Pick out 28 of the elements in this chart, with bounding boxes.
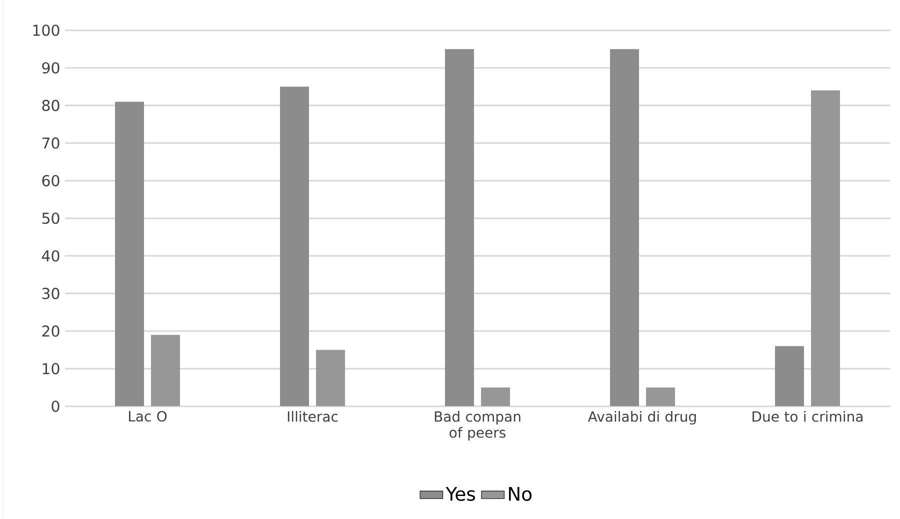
y-tick-label: 80 — [42, 100, 60, 112]
bar — [280, 86, 310, 407]
bar — [151, 335, 180, 407]
bar — [646, 388, 675, 407]
x-tick-label: Lac O — [129, 411, 167, 422]
y-tick-label: 10 — [42, 363, 60, 375]
bar — [811, 90, 840, 407]
bar — [316, 350, 345, 407]
bar — [445, 49, 474, 407]
y-tick-label: 40 — [42, 250, 60, 262]
x-tick-label: Bad compan of peers — [434, 411, 520, 441]
x-tick-label: Availabi di drug — [588, 411, 696, 425]
x-tick-label: Due to i crimina — [752, 411, 862, 422]
y-tick-label: 20 — [42, 326, 60, 337]
bar — [610, 49, 639, 407]
y-tick-label: 100 — [33, 24, 60, 36]
bar — [481, 388, 510, 407]
x-tick-label: Illiterac — [288, 411, 338, 422]
legend-label: Yes — [446, 487, 475, 502]
y-tick-label: 0 — [52, 400, 60, 412]
legend-label: No — [509, 487, 532, 502]
y-tick-label: 70 — [42, 138, 60, 149]
bar — [774, 346, 804, 407]
y-tick-label: 50 — [42, 212, 60, 224]
y-tick-label: 30 — [42, 288, 60, 300]
y-tick-label: 60 — [42, 175, 60, 187]
bar — [115, 102, 144, 407]
y-tick-label: 90 — [42, 62, 60, 74]
